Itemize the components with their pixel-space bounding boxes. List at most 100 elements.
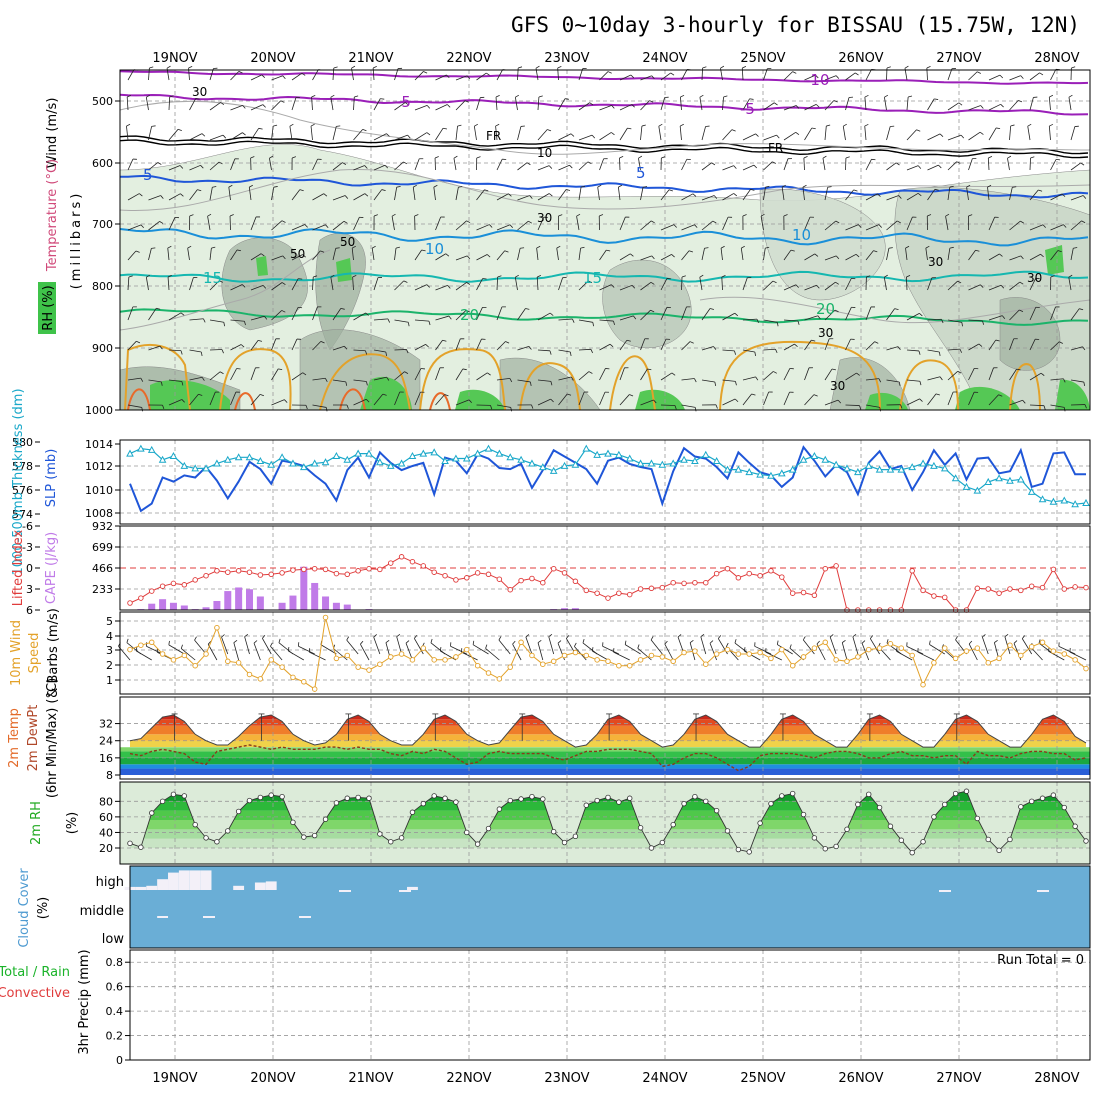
rh-label: 50 [290, 247, 305, 261]
wind-barb [740, 248, 744, 261]
wind-barb-flag [968, 640, 973, 645]
wind-barb-flag [160, 195, 164, 199]
wind-barb [271, 338, 277, 351]
wind-speed-marker [605, 658, 611, 665]
li-axis-label: Lifted Index [11, 529, 26, 606]
wind-barb [968, 250, 976, 261]
wind-barb-flag [535, 65, 540, 69]
wind-speed-marker [322, 614, 329, 621]
wind-barb-flag [262, 285, 267, 289]
wind-barb [187, 248, 190, 261]
wind-barb-flag [968, 214, 973, 217]
date-label: 25NOV [740, 1071, 785, 1086]
wind-speed-marker [507, 664, 513, 670]
tick-label: 1000 [85, 404, 113, 417]
wind-barb [968, 131, 981, 141]
wind-barb-flag [611, 105, 615, 109]
rh-high-region [1045, 245, 1064, 275]
wind-barb-flag [1000, 284, 1005, 289]
wind-barb-flag [278, 368, 283, 370]
wind-barb-flag [289, 123, 294, 127]
wind-barb-flag [249, 184, 253, 188]
wind-speed-marker [279, 664, 285, 670]
wind-barb-flag [550, 398, 554, 403]
wind-barb [845, 372, 857, 381]
wind-barb [414, 391, 421, 406]
wind-barb-flag [1071, 66, 1076, 69]
li-marker [572, 578, 579, 585]
tick-label: 60 [99, 811, 113, 824]
wind-barb [250, 367, 256, 381]
wind-barb [496, 193, 509, 201]
wind-barb [312, 306, 318, 321]
wind-barb-flag [509, 378, 513, 383]
wind-barb-flag [772, 161, 777, 164]
wind-barb-flag [1038, 639, 1041, 644]
wind-barb [625, 644, 641, 655]
rh-contour [119, 249, 331, 331]
thickness-marker [1082, 498, 1090, 506]
wind-barb [947, 134, 962, 141]
wind-barb-flag [918, 350, 921, 355]
rh2m-panel-frame [119, 781, 1091, 865]
wind-barb-flag [396, 633, 401, 638]
wind-barb [414, 368, 422, 381]
wind-speed-marker [833, 657, 839, 663]
rh-marker [431, 793, 437, 799]
wind-barb-flag [360, 640, 364, 645]
wind-barb [250, 74, 263, 81]
wind-barb [148, 379, 162, 383]
li-marker [724, 565, 731, 572]
wind-barb [783, 71, 793, 81]
wind-barb [269, 158, 272, 171]
rh-marker [920, 839, 926, 845]
thickness-marker [408, 452, 417, 460]
wind-barb-flag [567, 393, 572, 396]
low-level-contour [339, 388, 366, 411]
wind-barb [763, 280, 774, 291]
wind-barb-flag [515, 274, 519, 278]
wind-barb-flag [855, 254, 860, 258]
wind-barb [842, 126, 846, 141]
wind-barb-flag [795, 105, 800, 109]
li-marker [779, 574, 785, 580]
date-label: 19NOV [152, 51, 197, 66]
wind-speed-marker [811, 645, 818, 651]
wind-barb-flag [714, 381, 717, 386]
wind-speed-marker [387, 654, 394, 660]
wind-barb [763, 134, 777, 141]
wind-barb-flag [126, 638, 129, 643]
wind-barb-flag [299, 189, 304, 192]
wind-barb [353, 217, 360, 231]
rh-marker [1007, 836, 1013, 843]
wind-barb [127, 377, 141, 381]
wind-barb-flag [476, 156, 481, 159]
wind-barb-flag [386, 133, 390, 137]
wind-barb [660, 278, 668, 291]
wind-barb-flag [859, 405, 862, 410]
wind-barb [968, 71, 978, 81]
wind-barb [495, 97, 498, 111]
thickness-marker [1038, 495, 1047, 503]
wind-barb [558, 376, 572, 381]
wind-barb-flag [827, 186, 832, 188]
wind10-axis-label: 10m Wind [9, 620, 24, 686]
wind-barb [394, 349, 407, 351]
wind-barb [968, 319, 983, 322]
wind-barb-flag [282, 255, 286, 260]
wind-barb [599, 158, 604, 171]
wind-barb-flag [428, 321, 431, 326]
wind-barb [250, 340, 259, 351]
wind-barb-flag [487, 372, 491, 376]
wind-barb [987, 157, 990, 171]
wind-barb [1009, 100, 1019, 111]
rh-marker [833, 843, 839, 850]
thickness-marker [169, 452, 178, 460]
wind-barb [405, 643, 413, 661]
wind-barb-flag [772, 280, 777, 284]
thickness-marker [528, 459, 536, 467]
wind-barb-flag [1040, 372, 1045, 376]
wind-barb-flag [244, 321, 246, 326]
